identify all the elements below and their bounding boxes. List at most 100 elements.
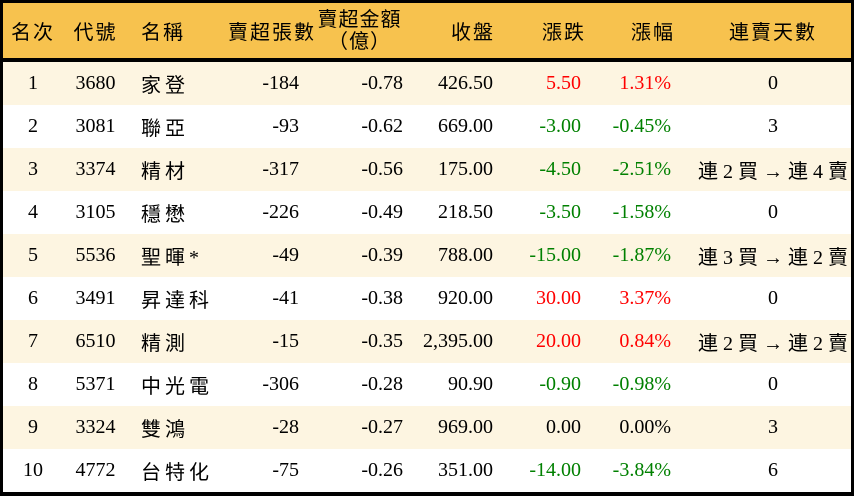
cell-stock-name: 聯亞 — [141, 118, 189, 140]
cell-close-price: 351.00 — [438, 459, 493, 481]
cell-stock-name: 穩懋 — [141, 204, 189, 226]
cell-sell-volume: -15 — [272, 330, 299, 352]
cell-rank: 4 — [28, 201, 38, 223]
cell-streak-days: 連 2 買 → 連 4 賣 — [698, 161, 848, 183]
cell-close-price: 920.00 — [438, 287, 493, 309]
cell-stock-name: 台特化 — [141, 462, 213, 484]
cell-change: 30.00 — [536, 287, 581, 309]
cell-close-price: 669.00 — [438, 115, 493, 137]
cell-change-pct: -1.58% — [612, 201, 671, 223]
table-row: 9 3324 雙鴻 -28 -0.27 969.00 0.00 0.00% 3 — [3, 406, 851, 449]
header-name: 名稱 — [141, 22, 185, 44]
cell-change: -3.50 — [539, 201, 581, 223]
cell-change-pct: 3.37% — [619, 287, 671, 309]
cell-change-pct: -3.84% — [612, 459, 671, 481]
header-sell-volume: 賣超張數 — [228, 22, 316, 44]
cell-change-pct: -2.51% — [612, 158, 671, 180]
cell-streak-days: 連 2 買 → 連 2 賣 — [698, 333, 848, 355]
cell-stock-name: 聖暉* — [141, 247, 203, 269]
cell-stock-code: 4772 — [75, 459, 116, 481]
cell-sell-volume: -306 — [262, 373, 299, 395]
cell-change: -15.00 — [529, 244, 581, 266]
cell-stock-name: 中光電 — [141, 376, 213, 398]
header-close: 收盤 — [451, 22, 495, 44]
cell-sell-amount: -0.35 — [361, 330, 403, 352]
cell-stock-code: 3374 — [75, 158, 116, 180]
cell-sell-amount: -0.28 — [361, 373, 403, 395]
cell-change-pct: -1.87% — [612, 244, 671, 266]
header-sell-amount: 賣超金額 （億） — [303, 9, 408, 53]
cell-sell-amount: -0.78 — [361, 72, 403, 94]
cell-stock-code: 6510 — [75, 330, 116, 352]
header-sell-amount-line1: 賣超金額 — [317, 8, 402, 31]
table-row: 10 4772 台特化 -75 -0.26 351.00 -14.00 -3.8… — [3, 449, 851, 492]
table-row: 6 3491 昇達科 -41 -0.38 920.00 30.00 3.37% … — [3, 277, 851, 320]
cell-change: 20.00 — [536, 330, 581, 352]
cell-stock-code: 3491 — [75, 287, 116, 309]
table-row: 2 3081 聯亞 -93 -0.62 669.00 -3.00 -0.45% … — [3, 105, 851, 148]
cell-close-price: 218.50 — [438, 201, 493, 223]
cell-change-pct: -0.98% — [612, 373, 671, 395]
cell-rank: 3 — [28, 158, 38, 180]
cell-sell-volume: -184 — [262, 72, 299, 94]
table-body: 1 3680 家登 -184 -0.78 426.50 5.50 1.31% 0… — [3, 62, 851, 492]
cell-sell-amount: -0.49 — [361, 201, 403, 223]
cell-sell-volume: -49 — [272, 244, 299, 266]
cell-close-price: 2,395.00 — [423, 330, 493, 352]
cell-rank: 7 — [28, 330, 38, 352]
cell-change: 0.00 — [546, 416, 581, 438]
cell-stock-code: 5371 — [75, 373, 116, 395]
table-row: 1 3680 家登 -184 -0.78 426.50 5.50 1.31% 0 — [3, 62, 851, 105]
cell-stock-code: 3105 — [75, 201, 116, 223]
cell-stock-name: 昇達科 — [141, 290, 213, 312]
cell-rank: 5 — [28, 244, 38, 266]
cell-sell-amount: -0.56 — [361, 158, 403, 180]
cell-change-pct: 0.00% — [619, 416, 671, 438]
table-row: 8 5371 中光電 -306 -0.28 90.90 -0.90 -0.98%… — [3, 363, 851, 406]
cell-sell-volume: -226 — [262, 201, 299, 223]
cell-sell-amount: -0.62 — [361, 115, 403, 137]
cell-change: -14.00 — [529, 459, 581, 481]
cell-sell-amount: -0.26 — [361, 459, 403, 481]
cell-stock-name: 精測 — [141, 333, 189, 355]
cell-sell-amount: -0.38 — [361, 287, 403, 309]
cell-rank: 8 — [28, 373, 38, 395]
cell-change-pct: 1.31% — [619, 72, 671, 94]
cell-change: -0.90 — [539, 373, 581, 395]
header-streak-days: 連賣天數 — [729, 22, 817, 44]
cell-rank: 6 — [28, 287, 38, 309]
table-row: 3 3374 精材 -317 -0.56 175.00 -4.50 -2.51%… — [3, 148, 851, 191]
header-sell-amount-line2: （億） — [328, 30, 391, 53]
cell-sell-volume: -41 — [272, 287, 299, 309]
cell-streak-days: 6 — [768, 459, 778, 481]
cell-sell-amount: -0.27 — [361, 416, 403, 438]
cell-rank: 1 — [28, 72, 38, 94]
cell-sell-volume: -75 — [272, 459, 299, 481]
cell-streak-days: 0 — [768, 373, 778, 395]
header-rank: 名次 — [11, 22, 55, 44]
cell-sell-volume: -317 — [262, 158, 299, 180]
cell-stock-name: 雙鴻 — [141, 419, 189, 441]
cell-streak-days: 連 3 買 → 連 2 賣 — [698, 247, 848, 269]
cell-streak-days: 0 — [768, 72, 778, 94]
cell-change: 5.50 — [546, 72, 581, 94]
table-row: 7 6510 精測 -15 -0.35 2,395.00 20.00 0.84%… — [3, 320, 851, 363]
header-code: 代號 — [73, 22, 118, 44]
cell-stock-name: 精材 — [141, 161, 189, 183]
cell-close-price: 788.00 — [438, 244, 493, 266]
cell-stock-code: 3324 — [75, 416, 116, 438]
cell-streak-days: 3 — [768, 416, 778, 438]
cell-stock-code: 3680 — [75, 72, 116, 94]
cell-close-price: 90.90 — [448, 373, 493, 395]
table-header-row: 名次 代號 名稱 賣超張數 賣超金額 （億） 收盤 漲跌 漲幅 連賣天數 — [3, 3, 851, 62]
cell-streak-days: 0 — [768, 287, 778, 309]
cell-change-pct: -0.45% — [612, 115, 671, 137]
cell-close-price: 969.00 — [438, 416, 493, 438]
header-change-pct: 漲幅 — [631, 22, 675, 44]
header-change: 漲跌 — [542, 22, 586, 44]
cell-rank: 9 — [28, 416, 38, 438]
cell-sell-amount: -0.39 — [361, 244, 403, 266]
cell-stock-name: 家登 — [141, 75, 189, 97]
cell-streak-days: 0 — [768, 201, 778, 223]
